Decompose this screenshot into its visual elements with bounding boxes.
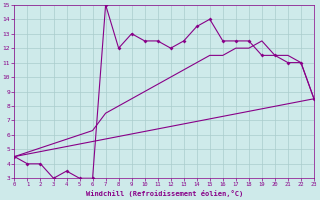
X-axis label: Windchill (Refroidissement éolien,°C): Windchill (Refroidissement éolien,°C) — [85, 190, 243, 197]
